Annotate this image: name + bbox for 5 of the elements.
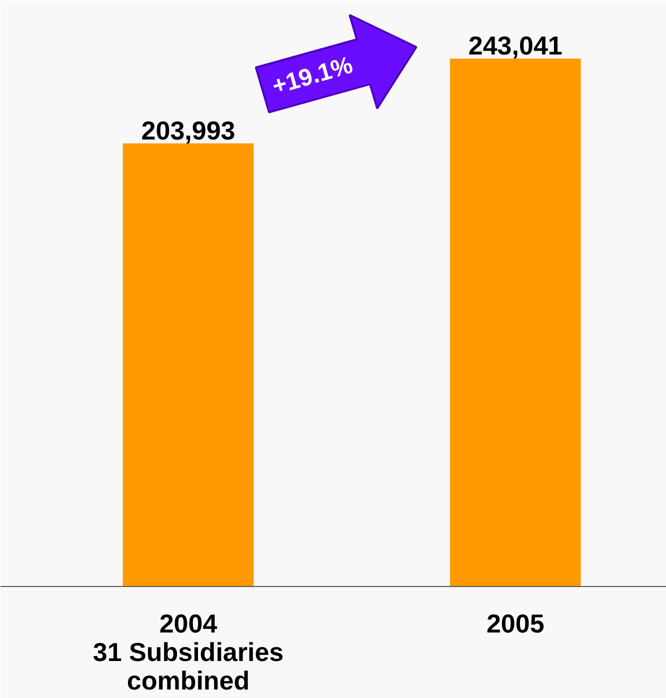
x-tick-label: 2004 31 Subsidiaries combined — [92, 608, 284, 696]
x-tick-label: 2005 — [486, 608, 544, 638]
data-label: 203,993 — [141, 115, 236, 146]
data-label: 243,041 — [468, 30, 562, 61]
annotation: +19.1% — [269, 52, 356, 100]
